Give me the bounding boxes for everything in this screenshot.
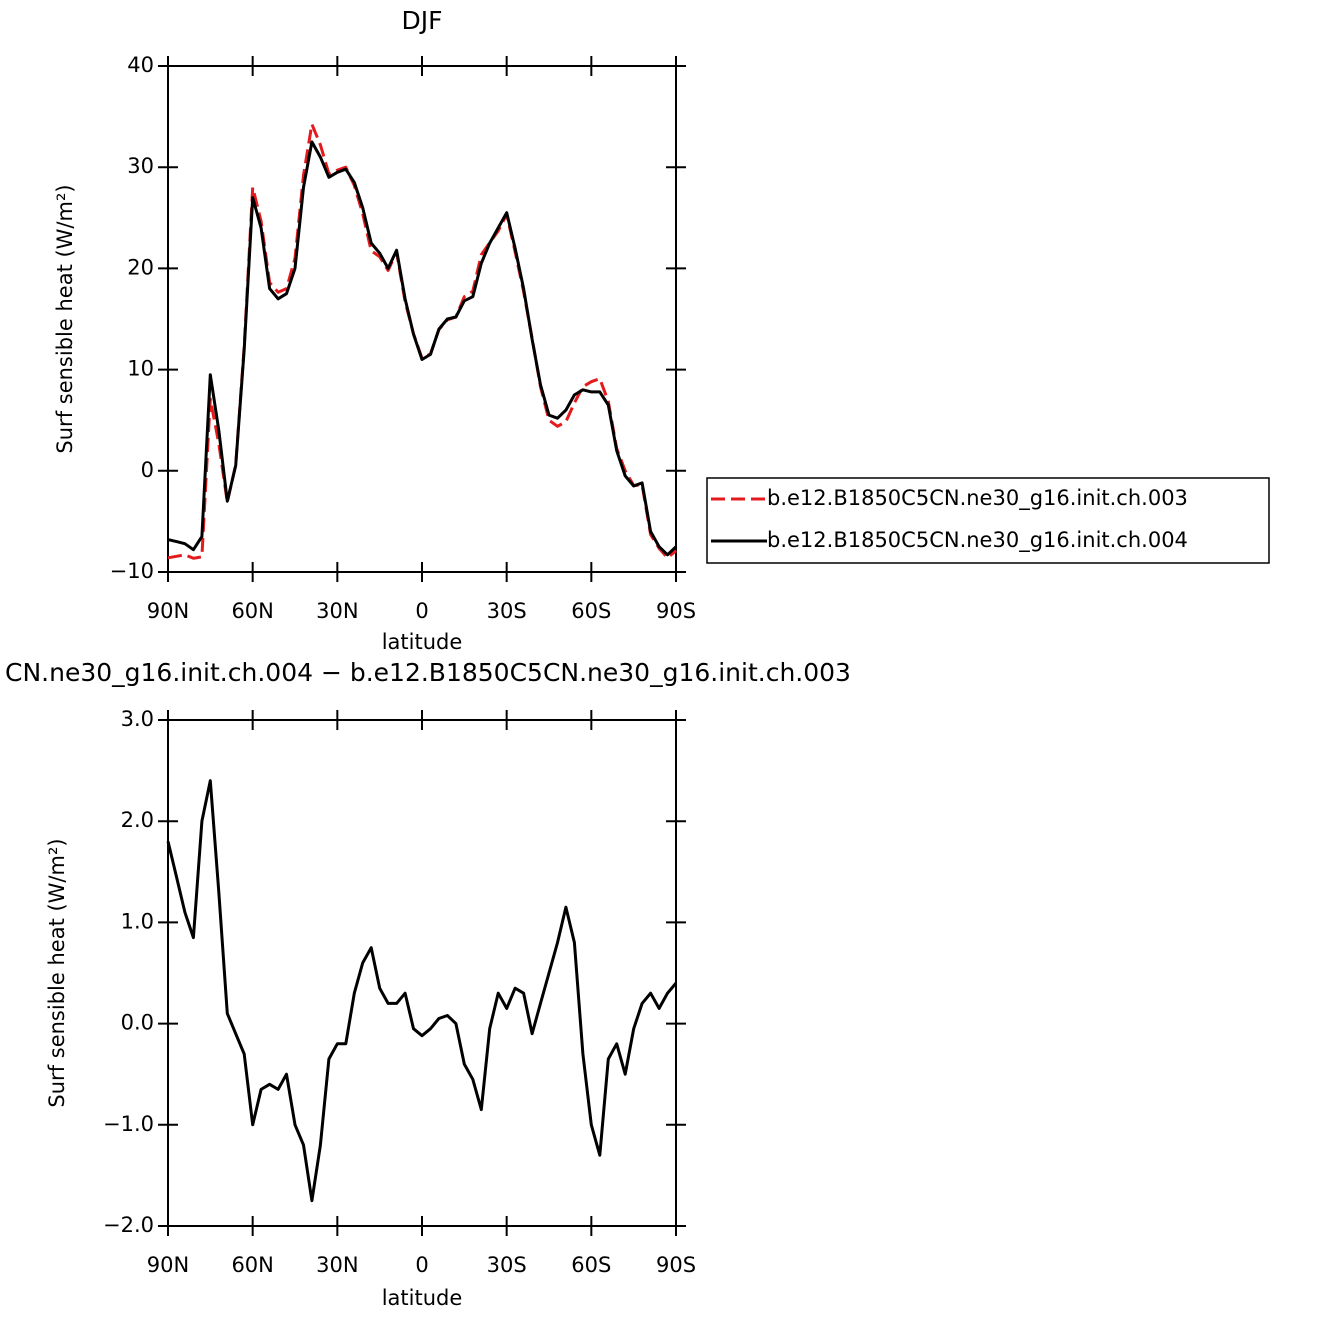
y-axis-label: Surf sensible heat (W/m²) xyxy=(53,184,77,453)
x-tick-label: 90S xyxy=(656,1253,696,1277)
data-line xyxy=(166,779,678,1203)
x-tick-label: 30N xyxy=(316,599,358,623)
x-tick-label: 90S xyxy=(656,599,696,623)
data-line xyxy=(167,140,678,557)
x-tick-label: 30S xyxy=(487,599,527,623)
x-tick-label: 30N xyxy=(316,1253,358,1277)
y-tick-label: 3.0 xyxy=(121,707,154,731)
y-tick-label: −10 xyxy=(110,559,154,583)
x-axis-label: latitude xyxy=(382,1286,463,1310)
plot-frame xyxy=(167,65,677,573)
legend-box xyxy=(706,477,1270,564)
legend-label: b.e12.B1850C5CN.ne30_g16.init.ch.004 xyxy=(767,528,1188,553)
x-tick-label: 90N xyxy=(147,1253,189,1277)
x-tick-label: 0 xyxy=(415,1253,428,1277)
y-tick-label: 1.0 xyxy=(121,909,154,933)
y-tick-label: 0 xyxy=(141,458,154,482)
y-tick-label: 2.0 xyxy=(121,808,154,832)
y-tick-label: 40 xyxy=(127,53,154,77)
y-tick-label: 20 xyxy=(127,255,154,279)
x-tick-label: 0 xyxy=(415,599,428,623)
x-tick-label: 60S xyxy=(571,599,611,623)
y-tick-label: −1.0 xyxy=(103,1112,154,1136)
chart-title: CN.ne30_g16.init.ch.004 − b.e12.B1850C5C… xyxy=(5,658,851,687)
y-axis-label: Surf sensible heat (W/m²) xyxy=(45,838,69,1107)
x-tick-label: 30S xyxy=(487,1253,527,1277)
plot-frame xyxy=(167,719,677,1227)
legend-label: b.e12.B1850C5CN.ne30_g16.init.ch.003 xyxy=(767,486,1188,511)
y-tick-label: 0.0 xyxy=(121,1011,154,1035)
x-tick-label: 60N xyxy=(231,1253,273,1277)
y-tick-label: 10 xyxy=(127,357,154,381)
y-tick-label: −2.0 xyxy=(103,1213,154,1237)
x-tick-label: 90N xyxy=(147,599,189,623)
x-tick-label: 60N xyxy=(231,599,273,623)
chart-title: DJF xyxy=(401,6,442,35)
x-axis-label: latitude xyxy=(382,630,463,654)
x-tick-label: 60S xyxy=(571,1253,611,1277)
y-tick-label: 30 xyxy=(127,154,154,178)
